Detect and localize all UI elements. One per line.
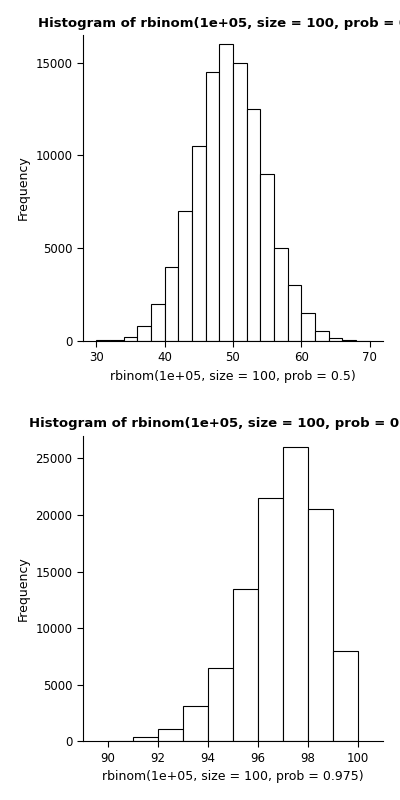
Bar bbox=[247, 109, 260, 341]
Bar bbox=[274, 248, 288, 341]
Bar bbox=[283, 447, 308, 742]
Bar bbox=[315, 331, 329, 341]
Bar bbox=[110, 340, 124, 341]
Bar bbox=[219, 44, 233, 341]
Title: Histogram of rbinom(1e+05, size = 100, prob = 0.975): Histogram of rbinom(1e+05, size = 100, p… bbox=[29, 418, 400, 430]
Bar bbox=[301, 313, 315, 341]
Bar bbox=[151, 304, 165, 341]
Bar bbox=[178, 211, 192, 341]
Bar bbox=[183, 706, 208, 742]
Bar bbox=[308, 510, 333, 742]
Title: Histogram of rbinom(1e+05, size = 100, prob = 0.5): Histogram of rbinom(1e+05, size = 100, p… bbox=[38, 17, 400, 30]
Y-axis label: Frequency: Frequency bbox=[17, 556, 30, 621]
Bar bbox=[158, 729, 183, 742]
Y-axis label: Frequency: Frequency bbox=[17, 155, 30, 220]
X-axis label: rbinom(1e+05, size = 100, prob = 0.5): rbinom(1e+05, size = 100, prob = 0.5) bbox=[110, 370, 356, 382]
Bar bbox=[206, 72, 219, 341]
Bar bbox=[137, 326, 151, 341]
Bar bbox=[258, 498, 283, 742]
Bar bbox=[208, 668, 233, 742]
Bar bbox=[233, 589, 258, 742]
X-axis label: rbinom(1e+05, size = 100, prob = 0.975): rbinom(1e+05, size = 100, prob = 0.975) bbox=[102, 770, 364, 783]
Bar bbox=[233, 62, 247, 341]
Bar bbox=[165, 266, 178, 341]
Bar bbox=[260, 174, 274, 341]
Bar bbox=[124, 337, 137, 341]
Bar bbox=[288, 285, 301, 341]
Bar bbox=[192, 146, 206, 341]
Bar bbox=[333, 650, 358, 742]
Bar bbox=[329, 338, 342, 341]
Bar bbox=[133, 738, 158, 742]
